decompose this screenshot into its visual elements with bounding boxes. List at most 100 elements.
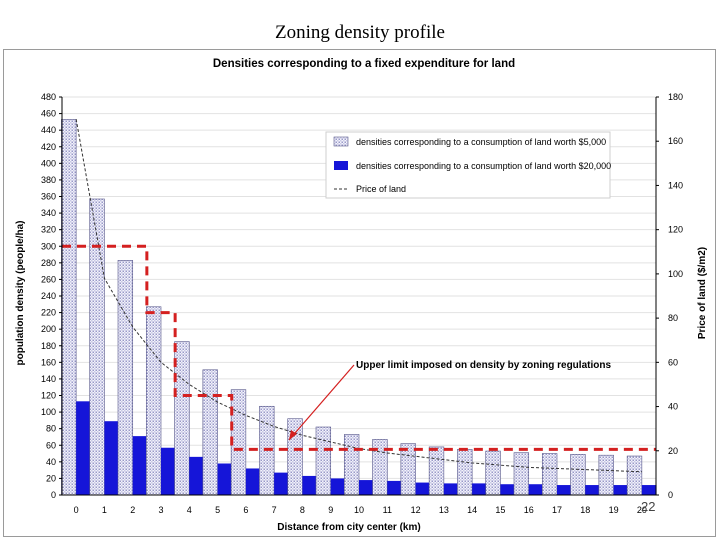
y-tick-label: 400 (41, 158, 56, 168)
y2-tick-label: 160 (668, 136, 683, 146)
x-tick-label: 9 (328, 505, 333, 515)
bar-20000 (472, 483, 487, 495)
x-tick-label: 19 (609, 505, 619, 515)
y2-tick-label: 20 (668, 446, 678, 456)
bar-20000 (613, 485, 629, 495)
bar-5000 (570, 454, 586, 496)
bar-20000 (443, 483, 459, 495)
legend-label-5000: densities corresponding to a consumption… (356, 137, 606, 147)
bar-20000 (274, 472, 289, 495)
bar-20000 (641, 485, 657, 495)
axis-layer: 0204060801001201401601802002202402602803… (41, 92, 683, 515)
bar-5000 (61, 119, 77, 496)
y-tick-label: 120 (41, 391, 56, 401)
bar-20000 (500, 484, 516, 495)
bar-5000 (287, 418, 303, 496)
zoning-annotation-label: Upper limit imposed on density by zoning… (356, 360, 611, 371)
bar-5000 (457, 449, 473, 496)
slide-title: Zoning density profile (275, 22, 445, 43)
y-tick-label: 320 (41, 225, 56, 235)
bar-20000 (76, 401, 91, 495)
chart-frame: Densities corresponding to a fixed expen… (3, 49, 716, 537)
x-tick-label: 1 (102, 505, 107, 515)
bar-5000 (598, 454, 614, 496)
bar-20000 (557, 485, 572, 495)
legend-swatch-20000 (334, 161, 348, 170)
annotation-arrow-head (289, 430, 297, 440)
x-tick-label: 7 (272, 505, 277, 515)
x-tick-label: 11 (383, 505, 392, 515)
y-tick-label: 20 (46, 473, 56, 483)
y2-tick-label: 60 (668, 357, 678, 367)
x-tick-label: 6 (243, 505, 248, 515)
y-tick-label: 440 (41, 125, 56, 135)
legend-swatch-5000 (333, 136, 349, 147)
annotation: Upper limit imposed on density by zoning… (288, 360, 611, 441)
bar-20000 (302, 475, 318, 495)
slide-number: 22 (641, 499, 656, 514)
y-tick-label: 420 (41, 142, 56, 152)
y-tick-label: 80 (46, 424, 56, 434)
y-tick-label: 140 (41, 374, 56, 384)
y-tick-label: 160 (41, 357, 56, 367)
x-tick-label: 4 (187, 505, 192, 515)
bar-20000 (528, 484, 544, 495)
bar-5000 (400, 443, 416, 496)
y-tick-label: 60 (46, 440, 56, 450)
zoning-layer (62, 244, 656, 451)
x-tick-label: 20 (637, 505, 647, 515)
bar-5000 (117, 260, 134, 496)
legend: densities corresponding to a consumption… (325, 131, 611, 199)
bar-5000 (230, 389, 247, 496)
bar-20000 (217, 463, 233, 495)
y-tick-label: 0 (51, 490, 56, 500)
chart-title: Densities corresponding to a fixed expen… (213, 58, 515, 70)
y-axis-label: population density (people/ha) (15, 221, 26, 366)
y-tick-label: 360 (41, 192, 56, 202)
bar-layer (61, 119, 657, 496)
bar-5000 (174, 341, 190, 496)
bar-5000 (428, 446, 445, 496)
y-tick-label: 460 (41, 109, 56, 119)
legend-label-20000: densities corresponding to a consumption… (356, 161, 611, 171)
x-tick-label: 18 (580, 505, 590, 515)
bar-20000 (245, 468, 261, 495)
x-tick-label: 17 (552, 505, 562, 515)
y-tick-label: 280 (41, 258, 56, 268)
y-tick-label: 340 (41, 208, 56, 218)
y-tick-label: 380 (41, 175, 56, 185)
legend-label-price: Price of land (356, 184, 406, 194)
y2-tick-label: 180 (668, 92, 683, 102)
y-tick-label: 480 (41, 92, 56, 102)
bar-5000 (626, 455, 643, 496)
y-tick-label: 220 (41, 308, 56, 318)
x-tick-label: 10 (354, 505, 364, 515)
bar-20000 (132, 436, 148, 495)
bar-5000 (315, 426, 332, 496)
y2-axis-label: Price of land ($/m2) (697, 247, 708, 339)
zoning-limit-line (62, 244, 656, 451)
x-tick-label: 0 (74, 505, 79, 515)
bar-5000 (541, 453, 558, 496)
y2-tick-label: 120 (668, 225, 683, 235)
x-tick-label: 14 (467, 505, 477, 515)
x-tick-label: 8 (300, 505, 305, 515)
bar-20000 (415, 482, 431, 495)
x-tick-label: 16 (524, 505, 534, 515)
y-tick-label: 100 (41, 407, 56, 417)
bar-20000 (387, 480, 402, 495)
y-tick-label: 300 (41, 241, 56, 251)
x-tick-label: 2 (130, 505, 135, 515)
legend-box (325, 131, 611, 199)
bar-5000 (145, 306, 162, 496)
annotation-arrow-line (288, 364, 355, 441)
bar-20000 (359, 480, 374, 495)
bar-5000 (513, 452, 530, 496)
y2-tick-label: 100 (668, 269, 683, 279)
y2-tick-label: 40 (668, 402, 678, 412)
bar-5000 (202, 369, 218, 496)
bar-20000 (161, 447, 176, 495)
density-chart: Densities corresponding to a fixed expen… (15, 58, 708, 533)
bar-5000 (485, 450, 501, 496)
bar-20000 (585, 485, 600, 495)
